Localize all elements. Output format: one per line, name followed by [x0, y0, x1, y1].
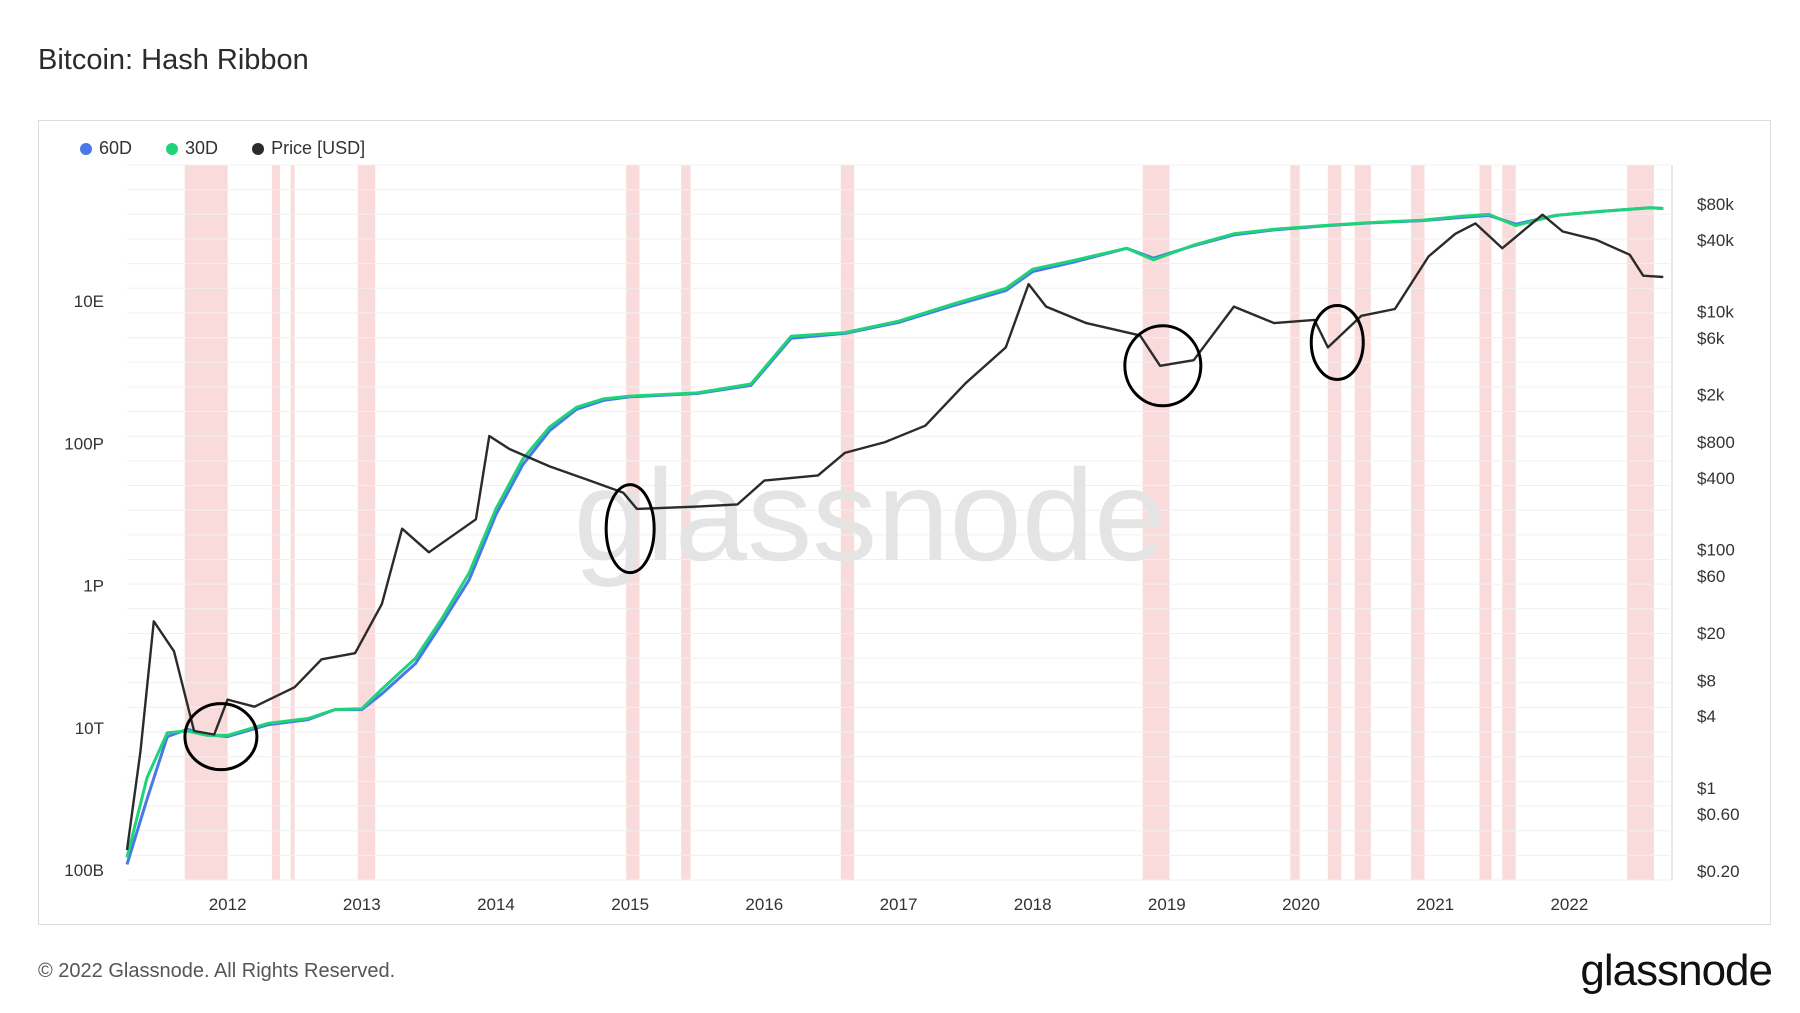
legend-label-30d: 30D — [185, 138, 219, 158]
axis-ticks: 2012 2013 2014 2015 2016 2017 2018 2019 2020 2021… — [64, 195, 1739, 914]
chart-frame — [38, 120, 1771, 925]
left-tick-10T: 10T — [75, 719, 104, 738]
capitulation-band-0 — [184, 165, 228, 880]
capitulation-band-3 — [357, 165, 376, 880]
right-tick-$20: $20 — [1697, 624, 1725, 643]
capitulation-band-14 — [1627, 165, 1654, 880]
chart-legend: 60D 30D Price [USD] — [80, 138, 365, 159]
legend-dot-30d — [166, 142, 179, 155]
legend-item-60d[interactable]: 60D — [80, 138, 132, 159]
legend-label-60d: 60D — [99, 138, 133, 158]
x-tick-2018: 2018 — [1014, 895, 1052, 914]
legend-label-price: Price [USD] — [271, 138, 366, 158]
left-tick-10E: 10E — [74, 292, 104, 311]
x-tick-2012: 2012 — [209, 895, 247, 914]
x-tick-2014: 2014 — [477, 895, 515, 914]
capitulation-band-1 — [271, 165, 280, 880]
right-tick-$6k: $6k — [1697, 329, 1725, 348]
right-tick-$0.20: $0.20 — [1697, 862, 1740, 881]
left-tick-100P: 100P — [64, 434, 104, 453]
x-tick-2021: 2021 — [1416, 895, 1454, 914]
capitulation-band-7 — [1142, 165, 1170, 880]
legend-item-price[interactable]: Price [USD] — [252, 138, 365, 159]
grid-lines — [127, 164, 1670, 881]
left-tick-100B: 100B — [64, 861, 104, 880]
x-tick-2020: 2020 — [1282, 895, 1320, 914]
right-tick-$8: $8 — [1697, 671, 1716, 690]
capitulation-band-12 — [1479, 165, 1492, 880]
x-tick-2015: 2015 — [611, 895, 649, 914]
series-line-price-usd- — [125, 213, 1664, 851]
capitulation-band-6 — [840, 165, 855, 880]
x-tick-2016: 2016 — [745, 895, 783, 914]
right-tick-$4: $4 — [1697, 707, 1716, 726]
x-tick-2013: 2013 — [343, 895, 381, 914]
annotation-circle-2 — [1123, 324, 1203, 408]
series-lines — [125, 206, 1664, 865]
capitulation-band-13 — [1502, 165, 1516, 880]
capitulation-band-2 — [290, 165, 295, 880]
brand-logo[interactable]: glassnode — [1580, 946, 1773, 995]
right-tick-$400: $400 — [1697, 469, 1735, 488]
watermark-text: glassnode — [574, 442, 1167, 588]
left-tick-1P: 1P — [83, 577, 104, 596]
right-tick-$1: $1 — [1697, 779, 1716, 798]
x-tick-2017: 2017 — [880, 895, 918, 914]
annotation-circle-0 — [183, 702, 259, 772]
right-tick-$0.60: $0.60 — [1697, 805, 1740, 824]
capitulation-band-10 — [1354, 165, 1371, 880]
series-line-30d — [125, 206, 1664, 858]
right-tick-$800: $800 — [1697, 433, 1735, 452]
x-tick-2019: 2019 — [1148, 895, 1186, 914]
copyright-text: © 2022 Glassnode. All Rights Reserved. — [38, 960, 396, 982]
capitulation-band-9 — [1327, 165, 1342, 880]
right-tick-$60: $60 — [1697, 567, 1725, 586]
page-title: Bitcoin: Hash Ribbon — [38, 44, 309, 76]
right-tick-$100: $100 — [1697, 541, 1735, 560]
capitulation-band-4 — [626, 165, 640, 880]
right-tick-$2k: $2k — [1697, 386, 1725, 405]
capitulation-band-11 — [1411, 165, 1425, 880]
x-tick-2022: 2022 — [1550, 895, 1588, 914]
annotation-circle-1 — [604, 483, 656, 575]
legend-dot-60d — [80, 142, 92, 155]
legend-dot-price — [252, 142, 265, 155]
capitulation-bands — [184, 165, 1654, 880]
capitulation-band-5 — [681, 165, 691, 880]
legend-item-30d[interactable]: 30D — [166, 138, 218, 159]
capitulation-band-8 — [1290, 165, 1300, 880]
right-tick-$80k: $80k — [1697, 195, 1734, 214]
annotation-circles — [183, 303, 1365, 772]
right-tick-$40k: $40k — [1697, 231, 1734, 250]
annotation-circle-3 — [1309, 303, 1365, 381]
right-tick-$10k: $10k — [1697, 303, 1734, 322]
